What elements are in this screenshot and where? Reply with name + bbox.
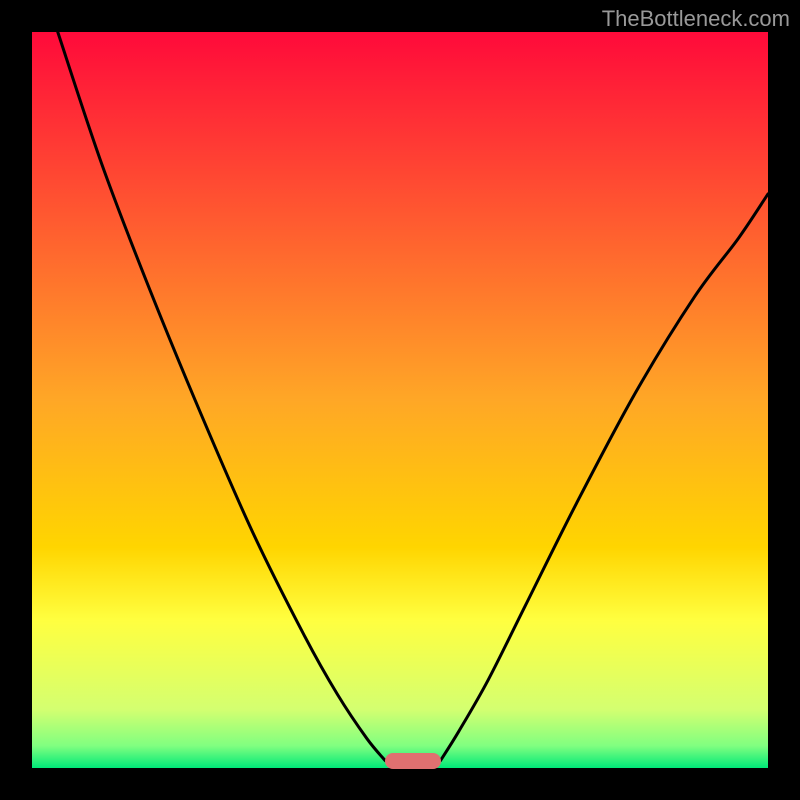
watermark-text: TheBottleneck.com (602, 6, 790, 32)
bottleneck-curve (32, 32, 768, 768)
curve-branch (58, 32, 386, 761)
plot-area (32, 32, 768, 768)
curve-branch (440, 194, 768, 761)
optimal-range-marker (385, 753, 441, 769)
